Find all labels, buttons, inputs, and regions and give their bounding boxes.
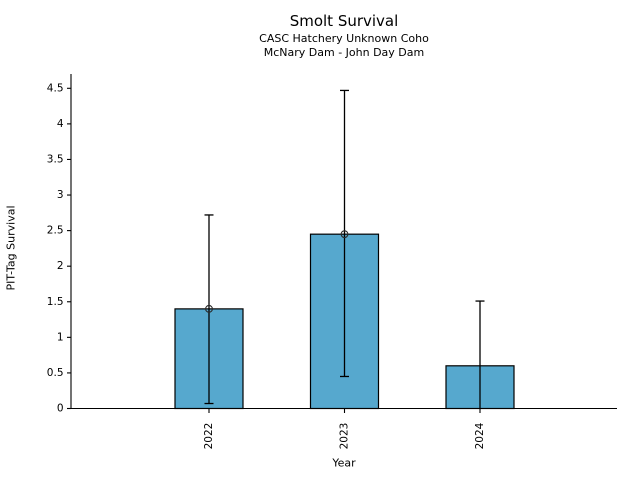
chart-subtitle-line1: CASC Hatchery Unknown Coho (259, 32, 429, 45)
y-axis-label: PIT-Tag Survival (4, 205, 18, 291)
y-tick-label-3: 3 (57, 189, 64, 201)
point-marker-2023 (340, 230, 349, 239)
y-tick-label-0: 0 (57, 403, 64, 415)
y-tick-label-1.5: 1.5 (47, 296, 64, 308)
y-tick-label-0.5: 0.5 (47, 367, 64, 379)
y-tick-label-2.5: 2.5 (47, 225, 64, 237)
y-tick-label-3.5: 3.5 (47, 153, 64, 165)
chart-subtitle-line2: McNary Dam - John Day Dam (263, 46, 425, 59)
x-tick-label-2023: 2023 (339, 423, 351, 450)
chart-title: Smolt Survival (289, 12, 399, 30)
point-marker-2022 (205, 304, 213, 313)
x-tick-label-2022: 2022 (203, 423, 215, 450)
y-tick-label-2: 2 (57, 260, 64, 272)
y-tick-label-4: 4 (57, 118, 64, 130)
x-axis-label: Year (332, 456, 356, 470)
x-tick-label-2024: 2024 (474, 422, 486, 449)
y-tick-label-4.5: 4.5 (47, 82, 64, 94)
y-tick-label-1: 1 (57, 331, 64, 343)
